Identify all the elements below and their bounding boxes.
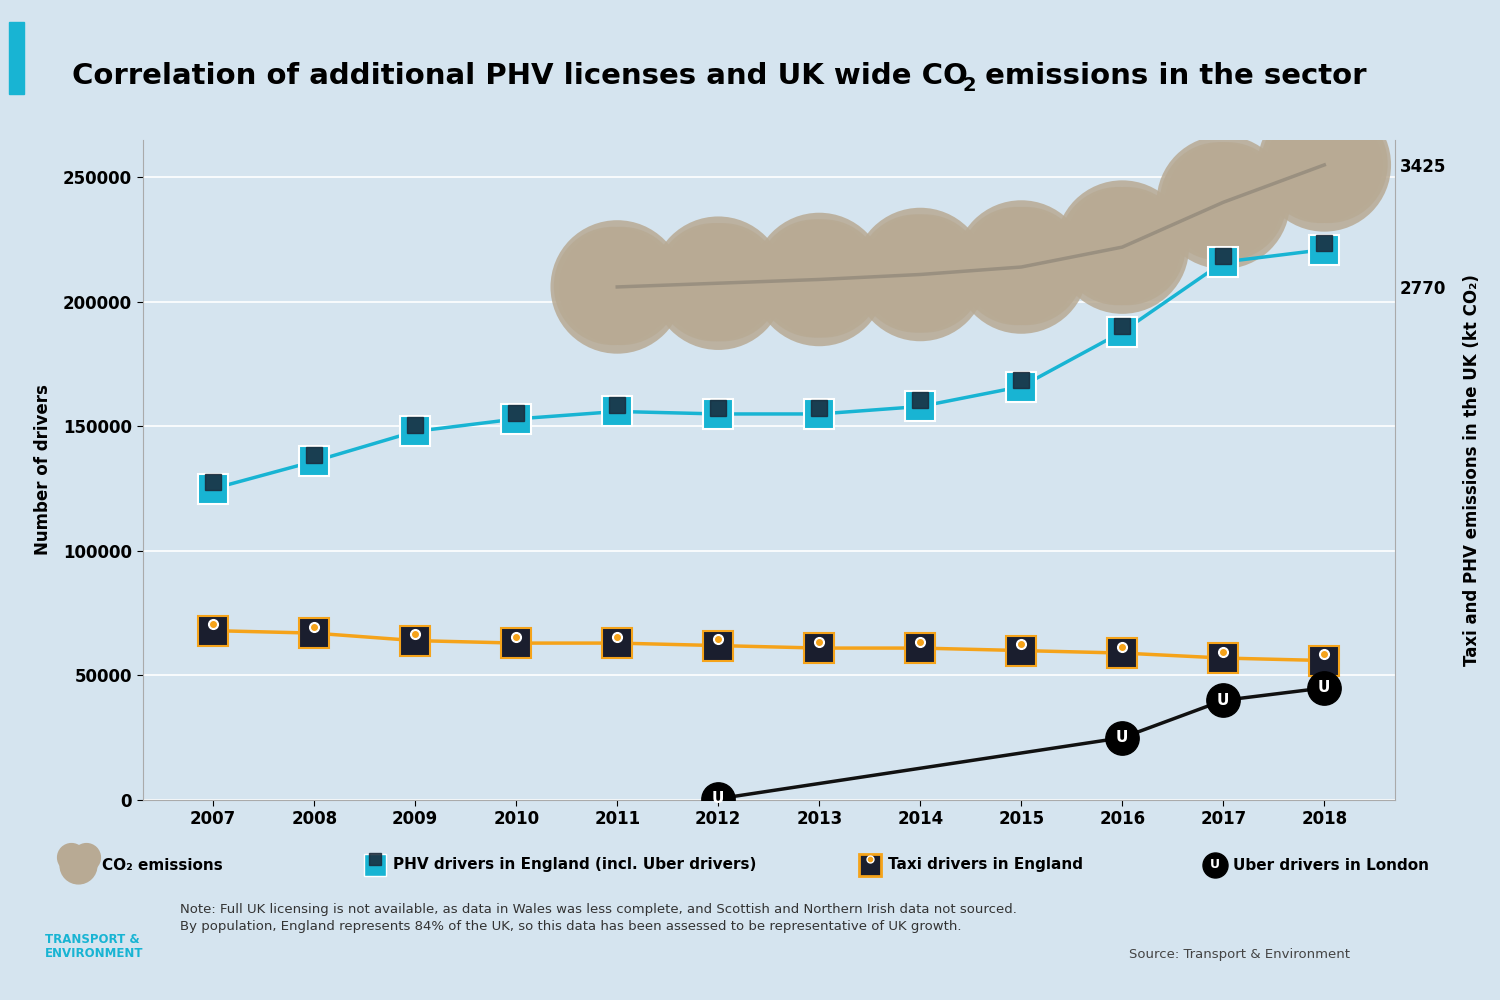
Point [810,272,834,288]
Point [1014,258,1038,274]
Point [1317,156,1341,172]
Point [706,275,730,291]
Text: U: U [1210,858,1219,871]
Point [1110,239,1134,255]
Point [1215,193,1239,209]
Point [604,277,628,293]
Point [802,270,826,286]
Text: U: U [1116,730,1128,745]
Point [1116,239,1140,255]
Point [1010,259,1034,275]
Point [1010,257,1034,273]
Text: U: U [1318,680,1330,695]
Point [1212,192,1236,208]
Text: U: U [712,791,724,806]
Point [1013,260,1036,276]
Text: Taxi drivers in England: Taxi drivers in England [888,857,1083,872]
Point [904,265,928,281]
Point [1316,158,1340,174]
Point [1310,158,1334,174]
Point [702,274,726,290]
Point [598,279,622,295]
Point [66,857,90,873]
Text: PHV drivers in England (incl. Uber drivers): PHV drivers in England (incl. Uber drive… [393,857,756,872]
Point [1110,237,1134,253]
Text: By population, England represents 84% of the UK, so this data has been assessed : By population, England represents 84% of… [180,920,962,933]
Point [1318,157,1342,173]
Point [74,849,98,865]
Point [910,267,934,283]
Point [912,265,936,281]
Point [807,271,831,287]
Point [1107,240,1131,256]
Point [710,276,734,292]
Point [906,267,930,283]
Point [909,266,933,282]
Point [58,849,82,865]
Text: CO₂ emissions: CO₂ emissions [102,857,222,872]
Point [1218,195,1242,211]
Point [1212,194,1236,210]
Point [909,264,933,280]
Point [1113,240,1137,256]
Point [604,279,628,295]
Point [700,276,724,292]
Point [704,276,728,292]
Point [1004,259,1028,275]
Text: Note: Full UK licensing is not available, as data in Wales was less complete, an: Note: Full UK licensing is not available… [180,903,1017,916]
Point [804,272,828,288]
Text: ENVIRONMENT: ENVIRONMENT [45,947,144,960]
Text: Correlation of additional PHV licenses and UK wide CO: Correlation of additional PHV licenses a… [72,62,968,90]
Point [1007,260,1031,276]
Point [609,278,633,294]
Text: TRANSPORT &: TRANSPORT & [45,933,140,946]
Y-axis label: Taxi and PHV emissions in the UK (kt CO₂): Taxi and PHV emissions in the UK (kt CO₂… [1462,274,1480,666]
Point [1106,238,1130,254]
Point [812,270,836,286]
Point [1114,238,1138,254]
Point [915,267,939,283]
Point [1016,259,1040,275]
Point [902,267,926,283]
Point [612,279,636,295]
Point [1312,155,1336,171]
Point [608,280,631,296]
Point [602,278,625,294]
Point [1209,195,1233,211]
Point [603,280,627,296]
Point [813,272,837,288]
Text: Uber drivers in London: Uber drivers in London [1233,857,1430,872]
Point [807,269,831,285]
Point [1308,156,1332,172]
Point [1005,258,1029,274]
Text: emissions in the sector: emissions in the sector [975,62,1366,90]
Point [1214,195,1237,211]
Point [1104,239,1128,255]
Text: Source: Transport & Environment: Source: Transport & Environment [1130,948,1350,961]
Point [801,272,825,288]
Y-axis label: Number of drivers: Number of drivers [34,385,53,555]
Point [711,274,735,290]
Point [1306,157,1330,173]
Text: 2: 2 [963,76,976,95]
Point [1208,193,1231,209]
Point [706,273,730,289]
Point [1312,157,1336,173]
Point [712,276,736,292]
Point [1204,195,1228,211]
Text: U: U [1216,693,1230,708]
